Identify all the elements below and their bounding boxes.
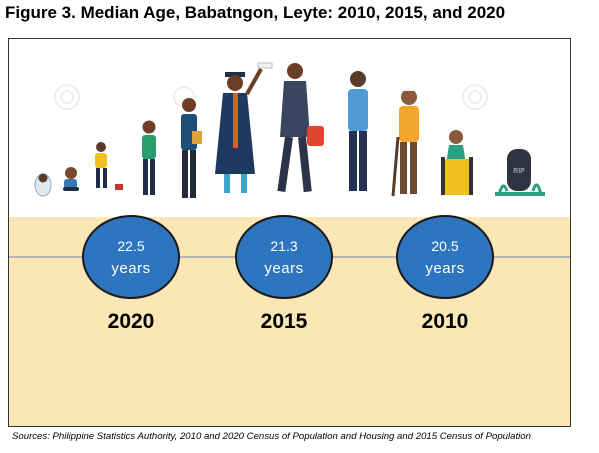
bubble-shape <box>235 215 333 299</box>
bubble-shape <box>396 215 494 299</box>
median-age-bubble-2015: 21.3 years 2015 <box>235 215 333 333</box>
toddler-figure <box>95 142 123 190</box>
median-age-bubble-2010: 20.5 years 2010 <box>396 215 494 333</box>
graduate-figure <box>215 62 273 193</box>
median-age-unit: years <box>264 260 303 277</box>
median-age-timeline: 22.5 years 2020 21.3 years 2015 20.5 years 2010 <box>9 215 570 333</box>
median-age-unit: years <box>111 260 150 277</box>
chart-frame: RIP 22.5 years 2020 21.3 years 2015 20.5 years 2… <box>8 38 571 427</box>
life-stages-illustration: RIP <box>34 62 545 198</box>
teen-figure <box>181 98 202 198</box>
median-age-bubble-2020: 22.5 years 2020 <box>82 215 180 333</box>
year-label-2020: 2020 <box>108 310 155 333</box>
source-note: Sources: Philippine Statistics Authority… <box>12 431 531 442</box>
median-age-unit: years <box>425 260 464 277</box>
median-age-value: 20.5 <box>431 238 458 254</box>
baby-figure <box>34 173 52 197</box>
elderly-man-figure <box>391 88 419 197</box>
infant-figure <box>63 167 79 191</box>
child-figure <box>142 120 156 195</box>
median-age-value: 22.5 <box>117 238 144 254</box>
figure-title: Figure 3. Median Age, Babatngon, Leyte: … <box>5 3 506 22</box>
year-label-2015: 2015 <box>261 310 308 333</box>
median-age-value: 21.3 <box>270 238 297 254</box>
businessman-figure <box>277 63 324 193</box>
adult-figure <box>348 71 368 191</box>
year-label-2010: 2010 <box>422 310 469 333</box>
tombstone-figure: RIP <box>495 149 545 196</box>
tombstone-label: RIP <box>513 168 525 175</box>
seated-elder-figure <box>441 130 473 195</box>
bubble-shape <box>82 215 180 299</box>
